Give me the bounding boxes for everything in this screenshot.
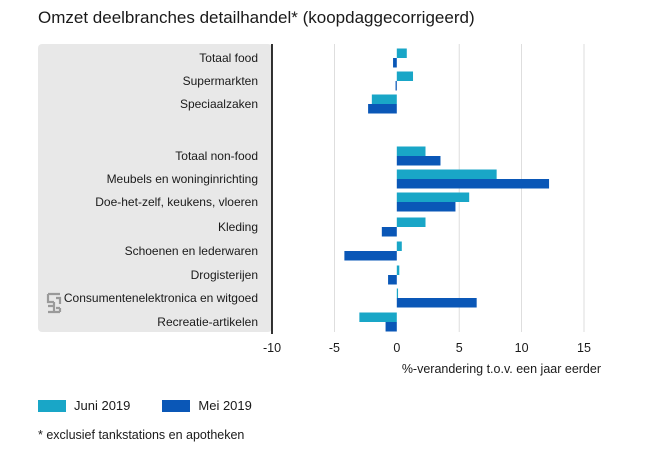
bar-juni [371, 94, 397, 104]
bar-mei [344, 251, 397, 261]
x-tick-label: 10 [515, 341, 529, 355]
legend-label-juni: Juni 2019 [74, 398, 131, 413]
bar-mei [381, 227, 397, 237]
bars [344, 48, 550, 332]
category-label: Totaal food [199, 51, 258, 65]
bar-juni [396, 241, 402, 251]
legend-swatch-juni [38, 399, 66, 412]
legend-item-mei: Mei 2019 [162, 398, 252, 413]
bar-mei [396, 298, 477, 308]
category-label: Kleding [218, 220, 258, 234]
x-tick-label: -10 [263, 341, 281, 355]
x-tick-label: 5 [456, 341, 463, 355]
bar-juni [396, 288, 399, 298]
category-label: Recreatie-artikelen [157, 315, 258, 329]
x-axis-label: %-verandering t.o.v. een jaar eerder [402, 362, 601, 376]
bar-mei [393, 58, 397, 68]
bar-mei [396, 179, 550, 189]
bar-juni [396, 146, 426, 156]
bar-juni [396, 48, 407, 58]
category-label: Totaal non-food [175, 149, 258, 163]
bar-chart: Totaal food Supermarkten Speciaalzaken Tota… [38, 44, 601, 376]
category-label: Meubels en woninginrichting [107, 172, 258, 186]
x-tick-labels: -10 -5 0 5 10 15 [263, 341, 591, 355]
category-labels: Totaal food Supermarkten Speciaalzaken Tota… [64, 51, 258, 329]
label-panel [38, 44, 272, 332]
bar-mei [388, 275, 397, 285]
category-label: Speciaalzaken [180, 97, 258, 111]
x-tick-label: -5 [329, 341, 340, 355]
category-label: Doe-het-zelf, keukens, vloeren [95, 195, 258, 209]
legend: Juni 2019 Mei 2019 [38, 398, 284, 413]
bar-juni [359, 312, 397, 322]
bar-mei [396, 156, 441, 166]
category-label: Supermarkten [183, 74, 258, 88]
legend-label-mei: Mei 2019 [198, 398, 252, 413]
x-tick-label: 0 [393, 341, 400, 355]
bar-juni [396, 265, 400, 275]
category-label: Drogisterijen [191, 268, 258, 282]
bar-mei [395, 81, 397, 91]
bar-mei [385, 322, 397, 332]
x-tick-label: 15 [577, 341, 591, 355]
bar-juni [396, 169, 497, 179]
category-label: Consumentenelektronica en witgoed [64, 291, 258, 305]
chart-title: Omzet deelbranches detailhandel* (koopda… [38, 8, 475, 27]
footnote: * exclusief tankstations en apotheken [38, 428, 245, 442]
bar-juni [396, 192, 470, 202]
cbs-logo-icon [46, 292, 62, 314]
legend-item-juni: Juni 2019 [38, 398, 130, 413]
bar-mei [396, 202, 456, 212]
category-label: Schoenen en lederwaren [125, 244, 258, 258]
bar-juni [396, 217, 426, 227]
legend-swatch-mei [162, 399, 191, 412]
bar-mei [368, 104, 397, 114]
bar-juni [396, 71, 414, 81]
